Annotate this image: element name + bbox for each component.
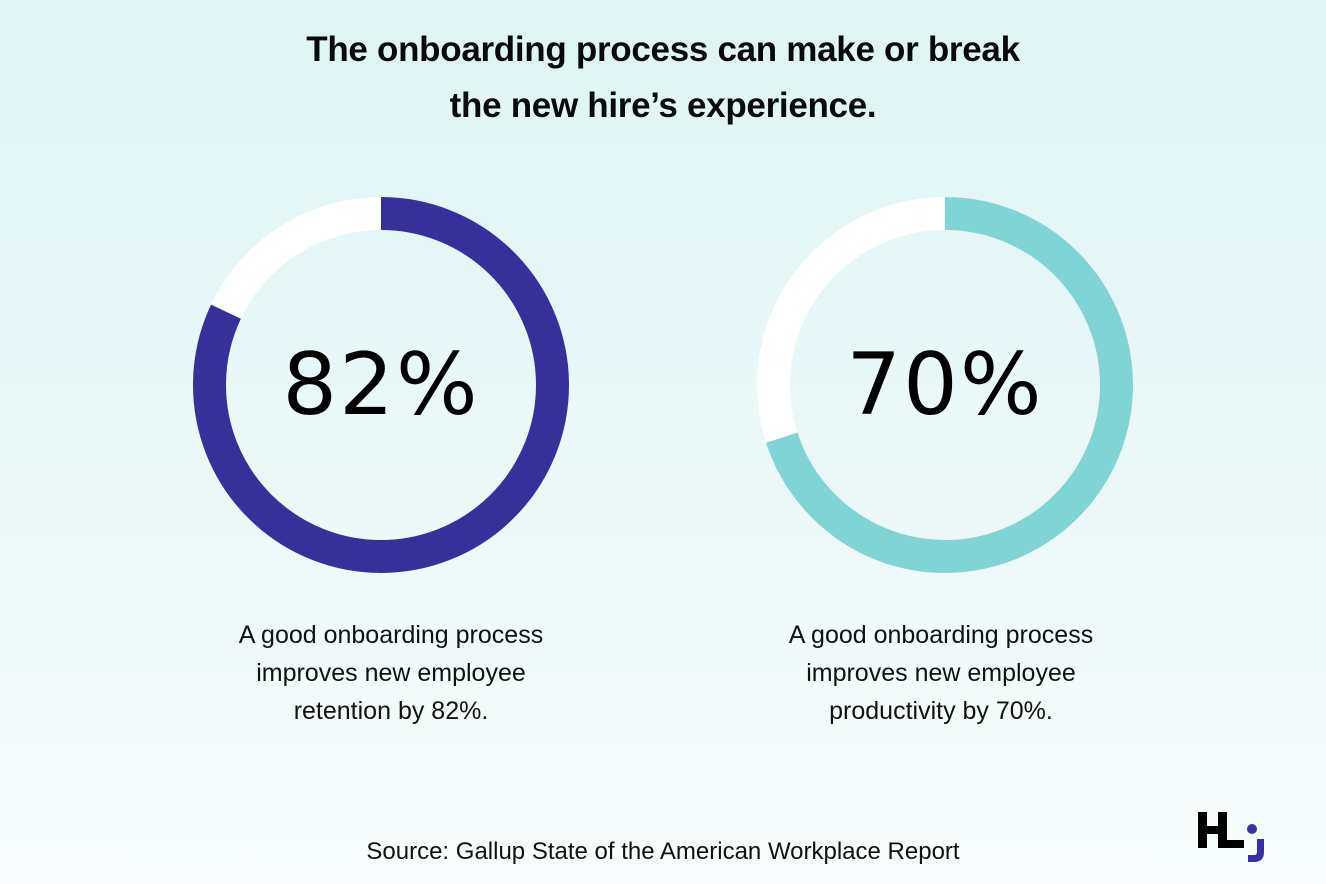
productivity-donut-chart: 70% bbox=[757, 197, 1133, 573]
retention-percent-label: 82% bbox=[282, 335, 480, 435]
retention-caption: A good onboarding process improves new e… bbox=[181, 616, 601, 730]
productivity-caption: A good onboarding process improves new e… bbox=[731, 616, 1151, 730]
caption-line: improves new employee bbox=[256, 659, 526, 687]
page-title: The onboarding process can make or break… bbox=[0, 22, 1326, 134]
caption-line: improves new employee bbox=[806, 659, 1076, 687]
productivity-donut-svg bbox=[757, 197, 1133, 573]
source-citation: Source: Gallup State of the American Wor… bbox=[366, 838, 960, 865]
caption-line: productivity by 70%. bbox=[829, 697, 1053, 725]
caption-line: A good onboarding process bbox=[788, 621, 1094, 649]
logo-svg bbox=[1198, 812, 1264, 862]
title-line-1: The onboarding process can make or break bbox=[306, 30, 1020, 69]
donut-progress-arc bbox=[193, 197, 569, 573]
donut-progress-arc bbox=[757, 197, 1133, 573]
retention-donut-chart: 82% bbox=[193, 197, 569, 573]
retention-donut-svg bbox=[193, 197, 569, 573]
caption-line: A good onboarding process bbox=[238, 621, 544, 649]
productivity-percent-label: 70% bbox=[846, 335, 1044, 435]
caption-line: retention by 82%. bbox=[293, 697, 489, 725]
hj-logo-icon bbox=[1196, 806, 1276, 866]
title-line-2: the new hire’s experience. bbox=[449, 86, 877, 125]
